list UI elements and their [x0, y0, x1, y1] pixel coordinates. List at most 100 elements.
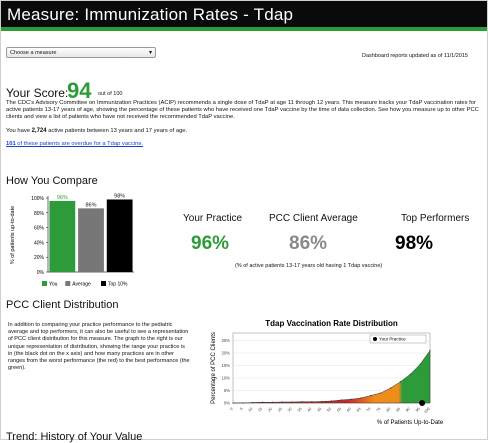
compare-legend-swatch	[42, 281, 47, 286]
compare-y-tick: 40%	[34, 240, 45, 246]
distribution-title: Tdap Vaccination Rate Distribution	[265, 319, 398, 328]
distribution-text: In addition to comparing your practice p…	[8, 322, 190, 372]
compare-y-tick: 0%	[37, 270, 45, 276]
distribution-x-tick: 85	[395, 407, 401, 413]
distribution-x-tick: 20	[267, 407, 273, 413]
stat-label-practice: Your Practice	[183, 213, 243, 224]
distribution-point	[261, 401, 264, 403]
stat-label-average: PCC Client Average	[269, 213, 358, 224]
distribution-y-tick: 0%	[224, 401, 230, 406]
measure-select[interactable]: Choose a measure ▾	[6, 47, 156, 58]
distribution-x-tick: 50	[326, 407, 332, 413]
score-value: 94	[67, 78, 92, 103]
distribution-x-tick: 75	[376, 407, 382, 413]
distribution-point	[380, 392, 382, 394]
distribution-x-tick: 0	[229, 407, 233, 411]
distribution-y-tick: 20%	[222, 351, 231, 356]
overdue-count: 101	[6, 141, 16, 147]
compare-legend-swatch	[101, 281, 106, 286]
overdue-patients-link[interactable]: 101 of these patients are overdue for a …	[6, 141, 143, 147]
compare-legend-label: Top 10%	[108, 282, 128, 288]
your-practice-marker	[419, 400, 426, 406]
distribution-x-tick: 5	[239, 407, 243, 411]
distribution-legend-label: Your Practice	[379, 337, 406, 342]
distribution-x-axis-label: % of Patients Up-to-Date	[377, 420, 444, 426]
distribution-x-tick: 65	[356, 407, 362, 413]
compare-y-tick: 60%	[34, 226, 45, 232]
compare-chart: % of patients up-to-date 0% 20% 40% 60% 80% 10…	[6, 190, 140, 290]
title-bar: Measure: Immunization Rates - Tdap	[1, 1, 487, 31]
distribution-point	[390, 387, 392, 389]
compare-y-tick: 20%	[34, 255, 45, 261]
compare-bar	[49, 200, 76, 272]
distribution-point	[311, 401, 313, 403]
distribution-x-tick: 30	[287, 407, 293, 413]
measure-description: The CDC's Advisory Committee on Immuniza…	[6, 100, 479, 121]
distribution-point	[340, 399, 342, 401]
distribution-point	[360, 397, 362, 399]
distribution-point	[409, 373, 411, 375]
distribution-x-tick: 40	[307, 407, 313, 413]
overdue-text: of these patients are overdue for a Tdap…	[17, 141, 144, 147]
compare-legend-label: Average	[72, 282, 91, 288]
distribution-heading: PCC Client Distribution	[6, 299, 119, 311]
distribution-point	[291, 401, 293, 403]
distribution-point	[370, 394, 372, 397]
compare-legend-swatch	[65, 281, 71, 286]
distribution-y-tick: 10%	[222, 376, 231, 381]
distribution-point	[281, 401, 283, 403]
trend-heading: Trend: History of Your Value	[6, 431, 143, 443]
distribution-point	[419, 363, 421, 365]
updated-text: Dashboard reports updated as of 11/1/201…	[361, 53, 468, 59]
distribution-point	[271, 401, 273, 403]
distribution-point	[429, 349, 431, 352]
active-patients-text: You have 2,724 active patients between 1…	[6, 128, 187, 134]
stat-label-top: Top Performers	[401, 213, 470, 224]
distribution-x-tick: 100	[423, 407, 430, 414]
stat-value-top: 98%	[395, 233, 434, 254]
distribution-x-tick: 95	[415, 407, 421, 413]
stat-note: (% of active patients 13-17 years old ha…	[235, 263, 383, 269]
compare-bar-label: 98%	[114, 193, 125, 199]
measure-select-value: Choose a measure	[10, 50, 57, 56]
active-count: 2,724	[31, 128, 47, 134]
stat-value-practice: 96%	[191, 233, 230, 254]
compare-y-tick: 100%	[31, 196, 44, 202]
distribution-x-tick: 70	[366, 407, 372, 413]
chevron-down-icon: ▾	[148, 50, 152, 56]
stat-value-average: 86%	[289, 233, 328, 254]
compare-y-axis-label: % of patients up-to-date	[10, 206, 16, 264]
distribution-x-tick: 15	[257, 407, 263, 413]
compare-legend-label: You	[49, 282, 58, 288]
compare-y-tick: 80%	[34, 211, 45, 217]
distribution-y-axis-label: Percentage of PCC Clients	[211, 332, 217, 404]
distribution-point	[399, 381, 402, 383]
score-label: Your Score:	[6, 86, 69, 100]
compare-bar	[106, 199, 133, 272]
distribution-chart: Tdap Vaccination Rate Distribution 0% 5% 10…	[195, 317, 450, 429]
distribution-chart-svg: Tdap Vaccination Rate Distribution 0% 5% 10…	[211, 319, 444, 426]
distribution-point	[321, 400, 323, 403]
distribution-y-tick: 5%	[224, 388, 230, 393]
distribution-x-tick: 55	[336, 407, 342, 413]
distribution-y-tick: 15%	[222, 363, 231, 368]
distribution-point	[350, 398, 352, 400]
distribution-x-tick: 25	[277, 407, 283, 413]
distribution-x-tick: 45	[317, 407, 323, 413]
distribution-x-tick: 80	[385, 407, 391, 413]
distribution-x-tick: 35	[297, 407, 303, 413]
distribution-y-tick: 25%	[222, 338, 231, 343]
how-you-compare-heading: How You Compare	[6, 175, 98, 187]
compare-chart-svg: % of patients up-to-date 0% 20% 40% 60% 80% 10…	[10, 193, 134, 288]
distribution-legend-box	[369, 334, 427, 344]
distribution-point	[242, 402, 244, 404]
distribution-legend-marker	[373, 337, 377, 341]
compare-bar	[78, 208, 104, 272]
distribution-point	[252, 401, 254, 404]
distribution-x-tick: 90	[405, 407, 411, 413]
score-out-of: out of 100	[98, 91, 123, 97]
active-prefix: You have	[6, 128, 30, 134]
compare-bar-label: 96%	[57, 195, 68, 201]
distribution-x-tick: 60	[346, 407, 352, 413]
compare-bar-label: 86%	[85, 202, 96, 208]
